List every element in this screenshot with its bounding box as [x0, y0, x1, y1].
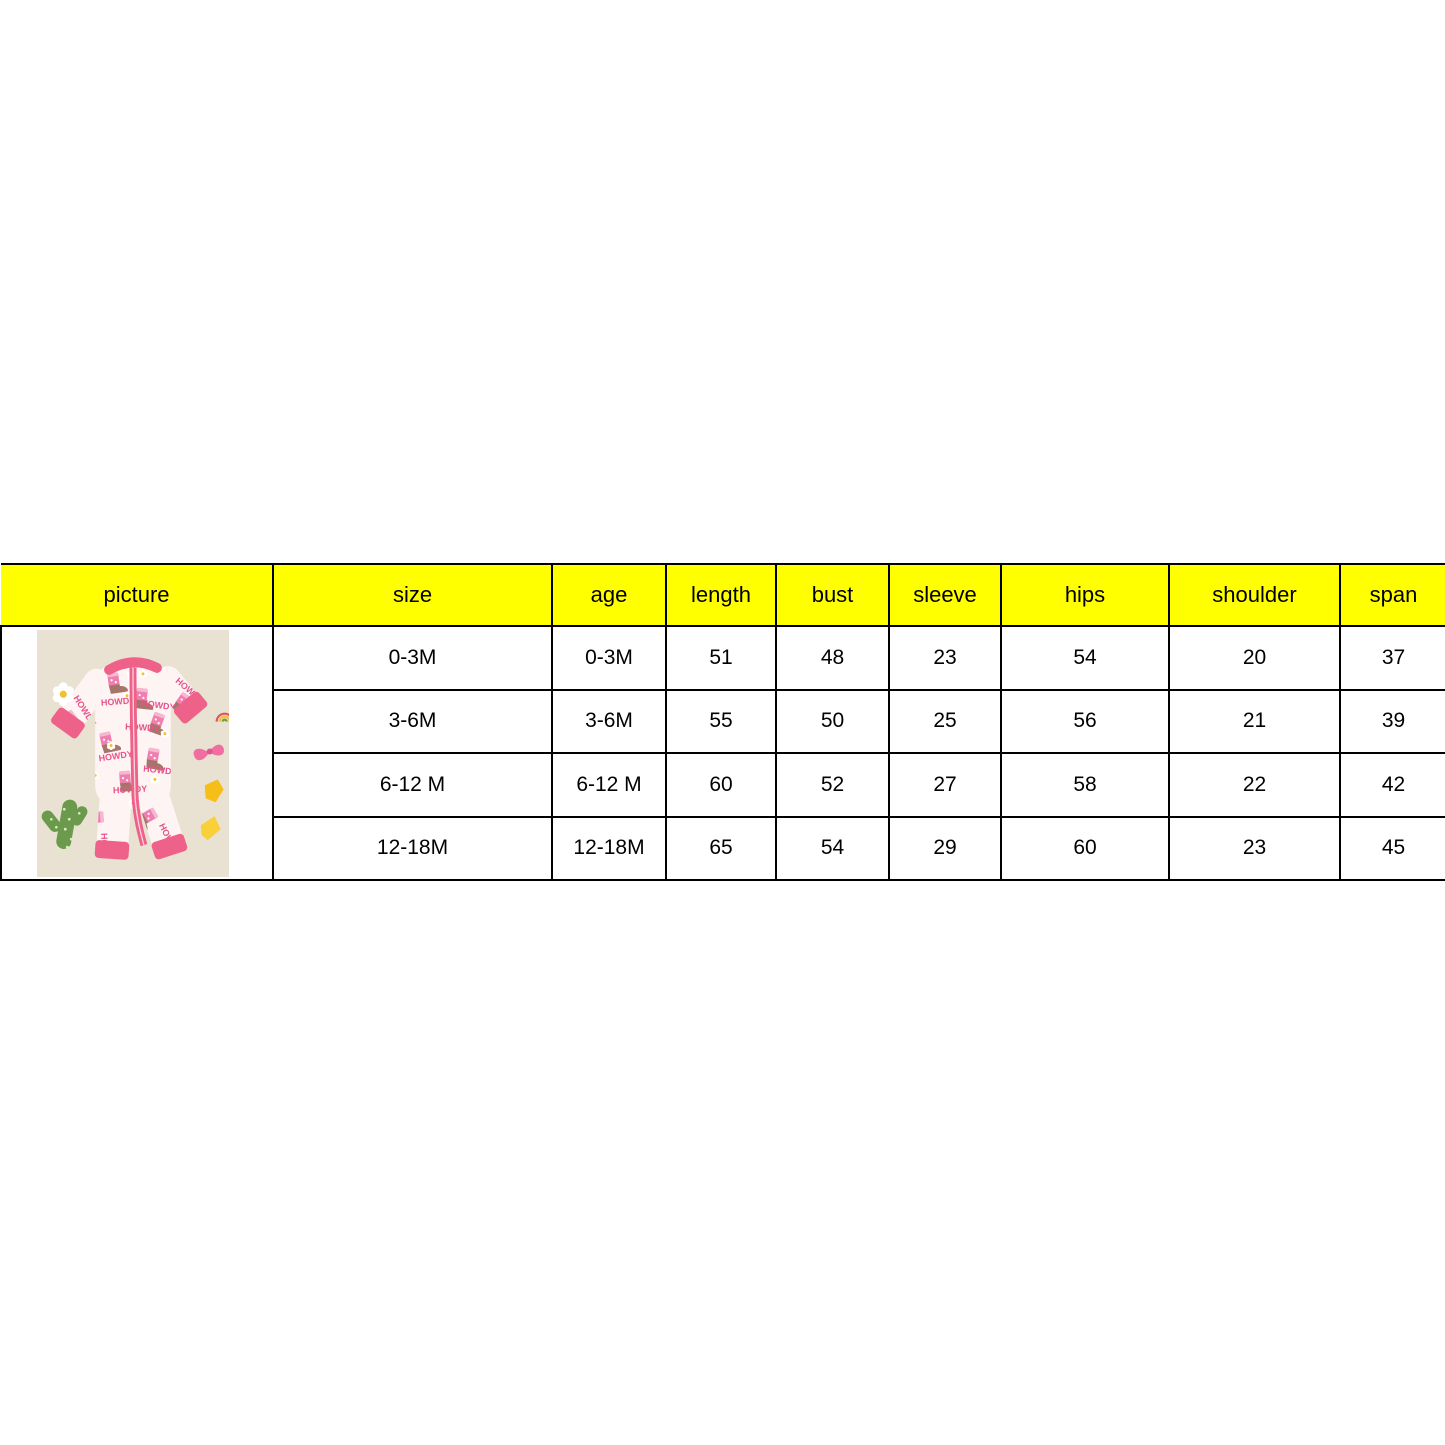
rainbow-icon — [215, 712, 229, 722]
daisy-icon — [52, 681, 74, 706]
howdy-print-text: HOWDY — [125, 721, 160, 733]
cell-length: 65 — [665, 815, 777, 881]
cell-age: 12-18M — [551, 815, 667, 881]
cell-size: 3-6M — [272, 688, 553, 754]
col-header-sleeve: sleeve — [888, 563, 1002, 627]
size-chart-table: picture size age length bust sleeve hips… — [0, 563, 1445, 881]
cell-age: 3-6M — [551, 688, 667, 754]
cell-span: 39 — [1339, 688, 1445, 754]
table-row: HOWDY HOWDY HOWDY HOWDY HOWDY HOWDY HOWD… — [0, 625, 1445, 881]
cell-size: 6-12 M — [272, 752, 553, 818]
col-header-span: span — [1339, 563, 1445, 627]
fabric-scrap-icon — [200, 778, 224, 840]
cell-age: 0-3M — [551, 625, 667, 691]
cell-bust: 48 — [775, 625, 890, 691]
cell-sleeve: 25 — [888, 688, 1002, 754]
cell-hips: 58 — [1000, 752, 1170, 818]
cell-sleeve: 27 — [888, 752, 1002, 818]
col-header-hips: hips — [1000, 563, 1170, 627]
cactus-icon — [41, 799, 88, 849]
col-header-length: length — [665, 563, 777, 627]
cell-sleeve: 23 — [888, 625, 1002, 691]
howdy-print-text: HOWDY — [143, 763, 178, 777]
cell-bust: 50 — [775, 688, 890, 754]
cell-shoulder: 23 — [1168, 815, 1341, 881]
col-header-shoulder: shoulder — [1168, 563, 1341, 627]
cell-shoulder: 21 — [1168, 688, 1341, 754]
product-photo: HOWDY HOWDY HOWDY HOWDY HOWDY HOWDY HOWD… — [37, 629, 229, 877]
cell-hips: 54 — [1000, 625, 1170, 691]
table-row: 6-12 M 6-12 M 60 52 27 58 22 42 — [1, 752, 1445, 818]
cell-sleeve: 29 — [888, 815, 1002, 881]
cell-age: 6-12 M — [551, 752, 667, 818]
howdy-print-text: HOWDY — [98, 748, 133, 763]
cell-bust: 52 — [775, 752, 890, 818]
cell-span: 37 — [1339, 625, 1445, 691]
cell-shoulder: 22 — [1168, 752, 1341, 818]
cell-span: 45 — [1339, 815, 1445, 881]
col-header-bust: bust — [775, 563, 890, 627]
col-header-age: age — [551, 563, 667, 627]
table-row: 12-18M 12-18M 65 54 29 60 23 45 — [1, 815, 1445, 881]
picture-cell: HOWDY HOWDY HOWDY HOWDY HOWDY HOWDY HOWD… — [0, 625, 274, 881]
cell-hips: 56 — [1000, 688, 1170, 754]
cell-hips: 60 — [1000, 815, 1170, 881]
romper-illustration: HOWDY HOWDY HOWDY HOWDY HOWDY HOWDY HOWD… — [37, 629, 229, 877]
cell-span: 42 — [1339, 752, 1445, 818]
howdy-print-text: HOWDY — [141, 697, 176, 712]
col-header-picture: picture — [1, 563, 274, 627]
howdy-print-text: HOWDY — [113, 783, 148, 795]
cell-bust: 54 — [775, 815, 890, 881]
cell-length: 60 — [665, 752, 777, 818]
table-row: 3-6M 3-6M 55 50 25 56 21 39 — [1, 688, 1445, 754]
cell-length: 55 — [665, 688, 777, 754]
bow-icon — [193, 744, 224, 760]
romper-trim — [51, 656, 208, 860]
cell-shoulder: 20 — [1168, 625, 1341, 691]
header-row: picture size age length bust sleeve hips… — [1, 563, 1445, 627]
cell-size: 12-18M — [272, 815, 553, 881]
cell-size: 0-3M — [272, 625, 553, 691]
col-header-size: size — [272, 563, 553, 627]
cell-length: 51 — [665, 625, 777, 691]
howdy-print-text: HOWDY — [101, 695, 136, 707]
